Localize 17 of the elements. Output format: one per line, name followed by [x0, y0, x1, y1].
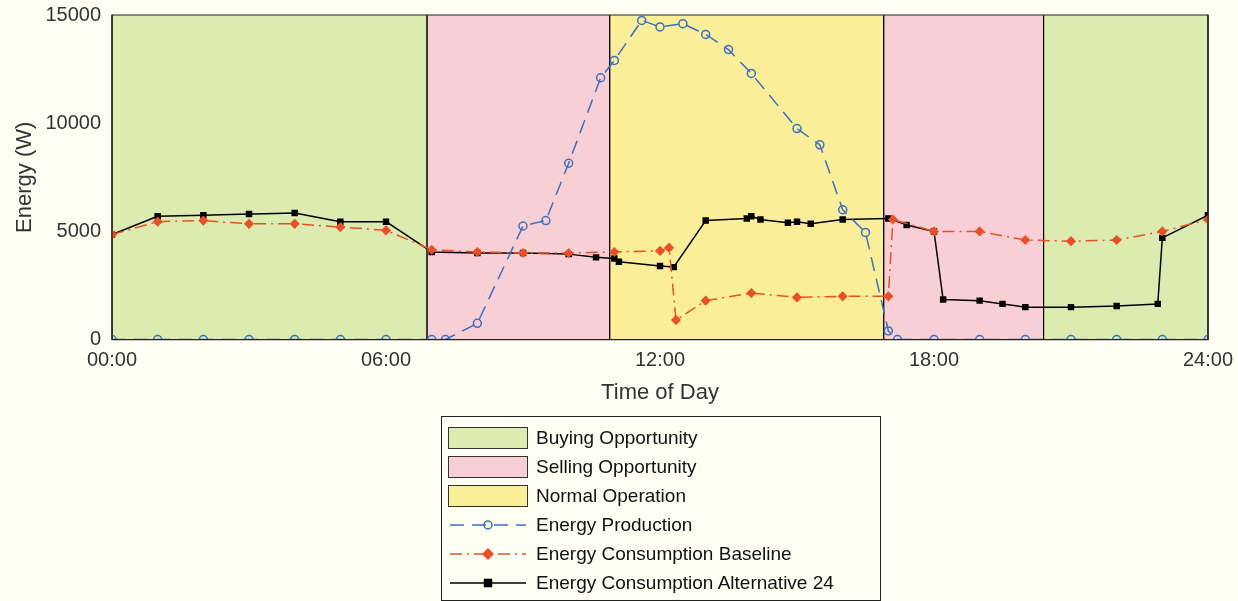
legend-label: Energy Consumption Alternative 24	[536, 571, 834, 594]
legend-label: Buying Opportunity	[536, 426, 698, 449]
y-tick-label: 0	[89, 327, 102, 350]
legend-label: Energy Consumption Baseline	[536, 542, 792, 565]
y-tick-label: 5000	[56, 218, 102, 241]
x-tick-label: 06:00	[360, 348, 412, 371]
legend-label: Selling Opportunity	[536, 455, 697, 478]
y-tick-label: 15000	[45, 2, 102, 25]
legend-label: Energy Production	[536, 513, 693, 536]
x-tick-label: 12:00	[634, 348, 686, 371]
x-tick-label: 00:00	[86, 348, 138, 371]
legend-label: Normal Operation	[536, 484, 686, 507]
x-tick-label: 24:00	[1182, 348, 1234, 371]
y-axis-title: Energy (W)	[11, 121, 37, 233]
x-axis-title: Time of Day	[601, 378, 719, 404]
y-tick-label: 10000	[45, 110, 102, 133]
x-tick-label: 18:00	[908, 348, 960, 371]
